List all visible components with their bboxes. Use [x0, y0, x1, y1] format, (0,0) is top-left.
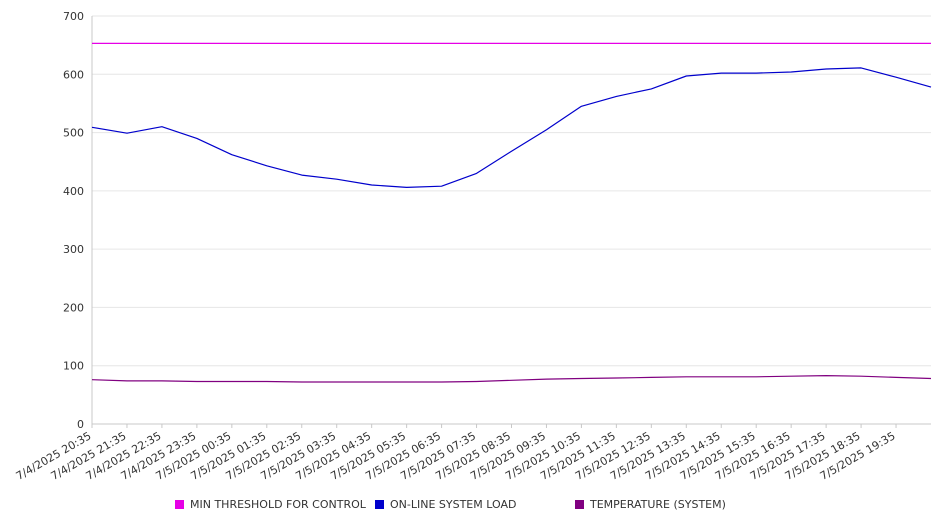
- legend-swatch: [575, 500, 584, 509]
- y-tick-label: 700: [63, 10, 84, 23]
- x-tick-labels: 7/4/2025 20:357/4/2025 21:357/4/2025 22:…: [14, 424, 898, 483]
- legend-label: MIN THRESHOLD FOR CONTROL: [190, 498, 366, 511]
- series-lines: [91, 42, 932, 383]
- series-line-2: [91, 375, 932, 383]
- legend-swatch: [375, 500, 384, 509]
- axes: [91, 16, 931, 425]
- y-tick-label: 400: [63, 185, 84, 198]
- legend-swatch: [175, 500, 184, 509]
- series-line-1: [91, 67, 932, 188]
- y-tick-label: 600: [63, 68, 84, 81]
- legend-item-min-threshold[interactable]: MIN THRESHOLD FOR CONTROL: [175, 498, 366, 511]
- y-tick-label: 500: [63, 127, 84, 140]
- y-tick-label: 100: [63, 360, 84, 373]
- legend-item-system-load[interactable]: ON-LINE SYSTEM LOAD: [375, 498, 516, 511]
- legend-label: ON-LINE SYSTEM LOAD: [390, 498, 517, 511]
- grid-lines: [92, 15, 931, 367]
- y-tick-label: 200: [63, 301, 84, 314]
- y-tick-labels: 0 100 200 300 400 500 600 700: [63, 10, 84, 431]
- legend-item-temperature[interactable]: TEMPERATURE (SYSTEM): [575, 498, 726, 511]
- legend: MIN THRESHOLD FOR CONTROL ON-LINE SYSTEM…: [0, 498, 946, 514]
- y-tick-label: 0: [77, 418, 84, 431]
- y-tick-label: 300: [63, 243, 84, 256]
- legend-label: TEMPERATURE (SYSTEM): [590, 498, 726, 511]
